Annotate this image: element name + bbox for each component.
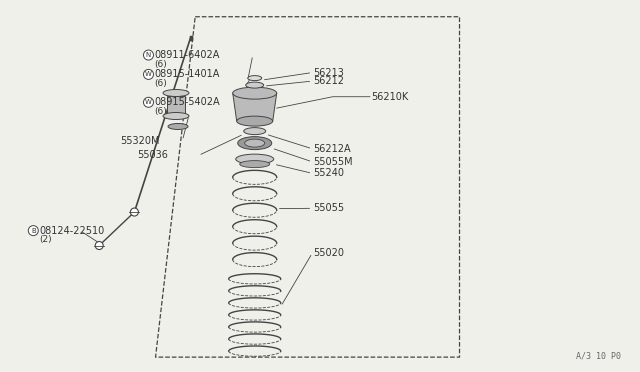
Circle shape — [143, 70, 154, 79]
Text: (2): (2) — [39, 235, 52, 244]
Text: 56210K: 56210K — [371, 92, 408, 102]
Text: 55240: 55240 — [314, 169, 344, 178]
Circle shape — [28, 226, 38, 235]
Text: 08911-6402A: 08911-6402A — [154, 50, 220, 60]
Text: 56212A: 56212A — [314, 144, 351, 154]
Text: N: N — [146, 52, 151, 58]
Text: (6): (6) — [154, 60, 167, 68]
Text: 55055: 55055 — [314, 203, 345, 213]
Text: 08915-5402A: 08915-5402A — [154, 97, 220, 107]
Ellipse shape — [163, 90, 189, 96]
Text: B: B — [31, 228, 36, 234]
Ellipse shape — [240, 161, 269, 168]
Circle shape — [95, 241, 103, 250]
Circle shape — [143, 50, 154, 60]
Text: 08915-1401A: 08915-1401A — [154, 70, 220, 79]
Ellipse shape — [237, 137, 272, 150]
Ellipse shape — [248, 76, 262, 81]
Ellipse shape — [244, 128, 266, 135]
Ellipse shape — [163, 112, 189, 119]
Circle shape — [143, 97, 154, 107]
Ellipse shape — [168, 124, 188, 129]
Text: 56212: 56212 — [314, 76, 344, 86]
Text: W: W — [145, 71, 152, 77]
Text: 55055M: 55055M — [314, 157, 353, 167]
Text: A/3 10 P0: A/3 10 P0 — [576, 352, 621, 361]
Text: (6): (6) — [154, 107, 167, 116]
Ellipse shape — [236, 154, 274, 164]
Ellipse shape — [237, 116, 273, 126]
Polygon shape — [233, 93, 276, 121]
Text: 08124-22510: 08124-22510 — [39, 226, 104, 235]
Text: 55320M: 55320M — [120, 136, 160, 145]
Text: W: W — [145, 99, 152, 105]
Circle shape — [131, 208, 138, 216]
Ellipse shape — [246, 82, 264, 88]
Ellipse shape — [233, 87, 276, 99]
Text: (6): (6) — [154, 79, 167, 88]
Text: 55036: 55036 — [138, 151, 168, 160]
Text: 55020: 55020 — [314, 248, 344, 258]
FancyBboxPatch shape — [167, 96, 185, 116]
Ellipse shape — [244, 139, 265, 147]
Text: 56213: 56213 — [314, 68, 344, 77]
